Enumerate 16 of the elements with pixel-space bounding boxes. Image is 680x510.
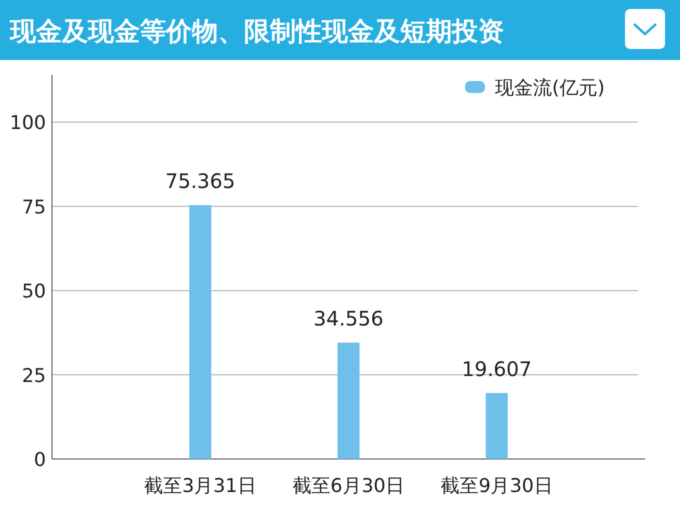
y-tick-label: 50 xyxy=(22,280,46,303)
data-label: 75.365 xyxy=(165,169,236,194)
x-tick-label: 截至9月30日 xyxy=(440,475,553,497)
x-tick-label: 截至3月31日 xyxy=(144,475,256,497)
bar xyxy=(486,392,508,459)
y-tick-label: 0 xyxy=(34,449,46,471)
data-label: 34.556 xyxy=(314,306,384,331)
bar xyxy=(189,205,212,459)
bar xyxy=(338,342,360,459)
data-label: 19.607 xyxy=(462,356,532,381)
y-tick-label: 75 xyxy=(22,196,46,218)
chart-title: 现金及现金等价物、限制性现金及短期投资 xyxy=(9,17,504,47)
x-tick-label: 截至6月30日 xyxy=(292,475,405,497)
legend-label: 现金流(亿元) xyxy=(495,77,605,99)
y-tick-label: 100 xyxy=(10,112,46,134)
y-tick-label: 25 xyxy=(22,364,46,387)
